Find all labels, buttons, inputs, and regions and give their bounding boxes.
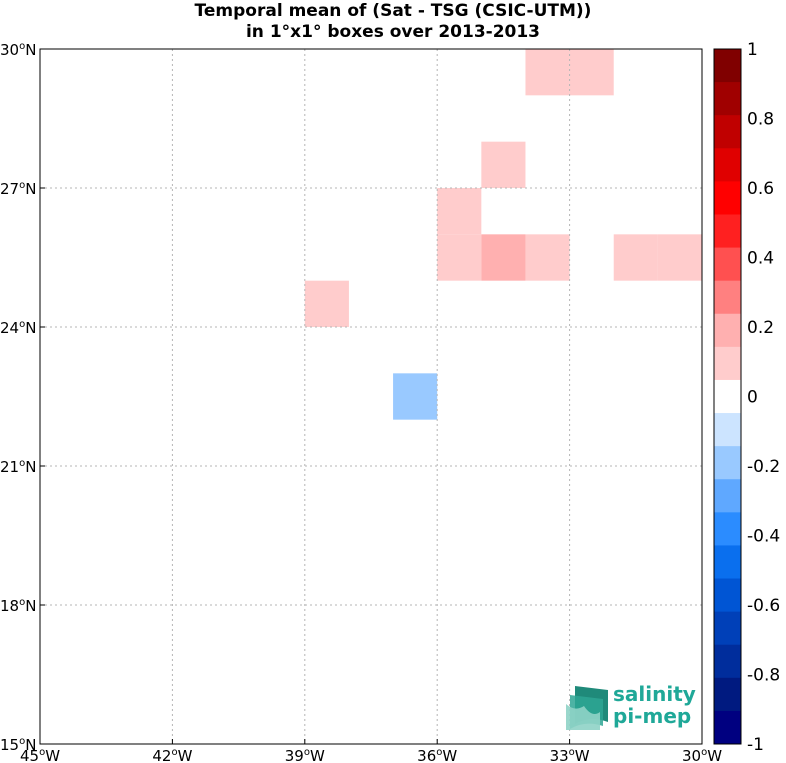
colorbar-swatch (714, 346, 741, 381)
colorbar-swatch (714, 413, 741, 447)
heatmap-cell (437, 188, 482, 235)
x-tick-label: 42oW (152, 747, 192, 763)
y-tick-label: 15oN (0, 736, 36, 754)
heatmap-cell (613, 234, 658, 281)
colorbar-swatch (714, 313, 741, 348)
colorbar-tick-label: -0.4 (747, 527, 780, 547)
colorbar-tick-label: -0.8 (747, 666, 780, 686)
y-tick-label: 30oN (0, 41, 36, 59)
colorbar-swatch (714, 214, 741, 249)
colorbar-tick-label: 0.4 (747, 249, 774, 269)
plot-frame (39, 48, 703, 745)
colorbar-swatch (714, 247, 741, 282)
heatmap-cell (304, 280, 349, 327)
colorbar-tick-label: -0.2 (747, 457, 780, 477)
colorbar-swatch (714, 148, 741, 182)
colorbar-tick-label: 0.2 (747, 318, 774, 338)
chart-title-line-1: Temporal mean of (Sat - TSG (CSIC-UTM)) (194, 1, 592, 21)
heatmap-cell (525, 234, 570, 281)
grid-lines (40, 49, 702, 744)
y-tick-label: 18oN (0, 597, 36, 615)
colorbar-tick-label: 0.6 (747, 179, 774, 199)
salinity-pi-mep-logo: salinity pi-mep (566, 682, 696, 730)
colorbar-swatch (714, 479, 741, 513)
colorbar-swatch (714, 115, 741, 149)
colorbar: 1 0.8 0.6 0.4 0.2 0 -0.2 -0.4 -0.6 -0.8 -1 (713, 40, 780, 755)
y-tick-label: 27oN (0, 180, 36, 198)
colorbar-tick-label: 1 (747, 40, 758, 60)
heatmap-cell (481, 141, 526, 188)
colorbar-swatch (714, 181, 741, 215)
colorbar-tick-label: -1 (747, 735, 764, 755)
logo-text-pi-mep: pi-mep (613, 704, 691, 728)
heatmap-cell (437, 234, 482, 281)
x-tick-label: 45oW (20, 747, 60, 763)
heatmap-cell (525, 49, 570, 96)
colorbar-tick-label: 0 (747, 388, 758, 408)
colorbar-swatch (714, 677, 741, 712)
x-axis-ticks: 45oW 42oW 39oW 36oW 33oW 30oW (20, 739, 722, 763)
colorbar-tick-label: 0.8 (747, 110, 774, 130)
y-tick-label: 24oN (0, 319, 36, 337)
colorbar-swatch (714, 49, 741, 83)
heatmap-cell (569, 49, 614, 96)
heatmap-cell (393, 373, 438, 420)
x-tick-label: 30oW (682, 747, 722, 763)
colorbar-swatch (714, 446, 741, 480)
colorbar-swatch (714, 82, 741, 116)
x-tick-label: 33oW (550, 747, 590, 763)
colorbar-swatch (714, 512, 741, 546)
colorbar-swatch (714, 545, 741, 580)
colorbar-frame (713, 48, 742, 745)
colorbar-swatch (714, 710, 741, 745)
x-tick-label: 36oW (417, 747, 457, 763)
wave-logo-icon (566, 686, 608, 730)
heatmap-cells (304, 49, 702, 420)
colorbar-swatch (714, 578, 741, 613)
colorbar-swatch (714, 644, 741, 679)
chart-title-line-2: in 1°x1° boxes over 2013-2013 (245, 22, 541, 42)
x-tick-label: 39oW (285, 747, 325, 763)
heatmap-cell (657, 234, 702, 281)
heatmap-cell (481, 234, 526, 281)
y-tick-label: 21oN (0, 458, 36, 476)
y-axis-ticks: 30oN 27oN 24oN 21oN 18oN 15oN (0, 41, 45, 754)
colorbar-swatch (714, 611, 741, 646)
colorbar-tick-label: -0.6 (747, 596, 780, 616)
colorbar-swatch (714, 280, 741, 315)
colorbar-swatch (714, 379, 741, 414)
logo-text-salinity: salinity (613, 682, 696, 706)
